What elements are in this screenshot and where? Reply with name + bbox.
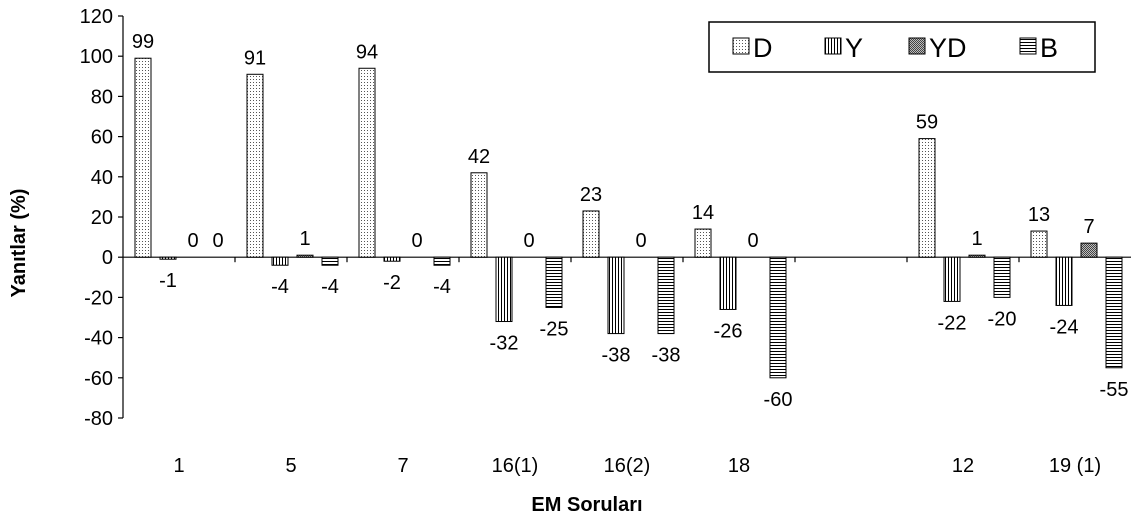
data-label: -25 <box>540 318 569 340</box>
legend-swatch-b <box>1019 37 1037 55</box>
y-tick-label: 120 <box>80 6 113 28</box>
bar-b <box>769 256 787 379</box>
data-label: 0 <box>212 230 223 252</box>
data-label: 1 <box>971 228 982 250</box>
legend-label-b: B <box>1040 33 1058 63</box>
bar-d <box>918 138 936 258</box>
data-label: 7 <box>1083 216 1094 238</box>
data-label: 59 <box>916 112 938 134</box>
bar-yd <box>1080 242 1098 258</box>
bar-d <box>694 228 712 258</box>
data-labels: 99 91 94 42 23 14 59 13 -1 -4 -2 -32 -38 -26 -22 -24 0 1 0… <box>132 31 1129 411</box>
legend-swatch-d <box>732 37 750 55</box>
data-label: 14 <box>692 202 714 224</box>
x-axis-title: EM Soruları <box>531 494 642 516</box>
bar-y <box>495 256 513 323</box>
y-tick-label: -80 <box>84 408 113 430</box>
y-tick-label: 80 <box>91 86 113 108</box>
y-tick-label: 0 <box>102 247 113 269</box>
legend-label-yd: YD <box>929 33 967 63</box>
data-label: 0 <box>635 230 646 252</box>
data-label: 23 <box>580 184 602 206</box>
data-label: 0 <box>747 230 758 252</box>
x-tick-label: 7 <box>397 455 408 477</box>
data-label: 0 <box>411 230 422 252</box>
data-label: -22 <box>938 312 967 334</box>
bar-yd <box>296 254 314 258</box>
y-tick-label: 20 <box>91 207 113 229</box>
data-label: -4 <box>271 276 289 298</box>
data-label: -2 <box>383 272 401 294</box>
data-label: -55 <box>1100 379 1129 401</box>
bars <box>134 57 1123 379</box>
x-tick-label: 5 <box>285 455 296 477</box>
y-axis: 120 100 80 60 40 20 0 -20 -40 -60 -80 <box>80 6 124 430</box>
data-label: -32 <box>490 333 519 355</box>
bar-y <box>1055 256 1073 306</box>
bar-b <box>993 256 1011 298</box>
bar-y <box>719 256 737 310</box>
bar-y <box>271 256 289 266</box>
x-tick-label: 16(2) <box>604 455 651 477</box>
bar-b <box>321 256 339 266</box>
data-label: -1 <box>159 270 177 292</box>
y-tick-label: 40 <box>91 167 113 189</box>
x-tick-label: 16(1) <box>492 455 539 477</box>
bar-d <box>470 172 488 258</box>
bar-d <box>246 73 264 258</box>
bar-yd <box>968 254 986 258</box>
data-label: 99 <box>132 31 154 53</box>
data-label: -60 <box>764 389 793 411</box>
x-tick-label: 12 <box>952 455 974 477</box>
bar-d <box>1030 230 1048 258</box>
bar-d <box>134 57 152 258</box>
legend-swatch-y <box>824 37 842 55</box>
data-label: -38 <box>652 345 681 367</box>
data-label: 0 <box>187 230 198 252</box>
x-tick-label: 19 (1) <box>1049 455 1101 477</box>
y-tick-label: -20 <box>84 287 113 309</box>
data-label: -4 <box>321 276 339 298</box>
bar-b <box>1105 256 1123 369</box>
bar-b <box>545 256 563 308</box>
y-axis-title: Yanıtlar (%) <box>8 189 30 298</box>
data-label: -24 <box>1050 316 1079 338</box>
bar-y <box>383 256 401 262</box>
data-label: -26 <box>714 320 743 342</box>
data-label: 13 <box>1028 204 1050 226</box>
bar-y <box>607 256 625 335</box>
legend-label-y: Y <box>845 33 863 63</box>
data-label: 1 <box>299 228 310 250</box>
y-tick-label: -60 <box>84 368 113 390</box>
data-label: -38 <box>602 345 631 367</box>
legend: D Y YD B <box>708 21 1096 73</box>
x-tick-label: 1 <box>173 455 184 477</box>
bar-y <box>159 256 177 260</box>
bar-b <box>433 256 451 266</box>
y-tick-label: -40 <box>84 328 113 350</box>
data-label: 91 <box>244 47 266 69</box>
x-tick-label: 18 <box>728 455 750 477</box>
bar-b <box>657 256 675 335</box>
data-label: -4 <box>433 276 451 298</box>
x-axis: 1 5 7 16(1) 16(2) 18 12 19 (1) <box>123 256 1131 477</box>
data-label: 0 <box>523 230 534 252</box>
y-tick-label: 100 <box>80 46 113 68</box>
data-label: -20 <box>988 308 1017 330</box>
bar-d <box>358 67 376 258</box>
bar-d <box>582 210 600 258</box>
bar-y <box>943 256 961 302</box>
y-tick-label: 60 <box>91 127 113 149</box>
data-label: 94 <box>356 41 378 63</box>
legend-swatch-yd <box>908 37 926 55</box>
legend-label-d: D <box>753 33 773 63</box>
data-label: 42 <box>468 146 490 168</box>
